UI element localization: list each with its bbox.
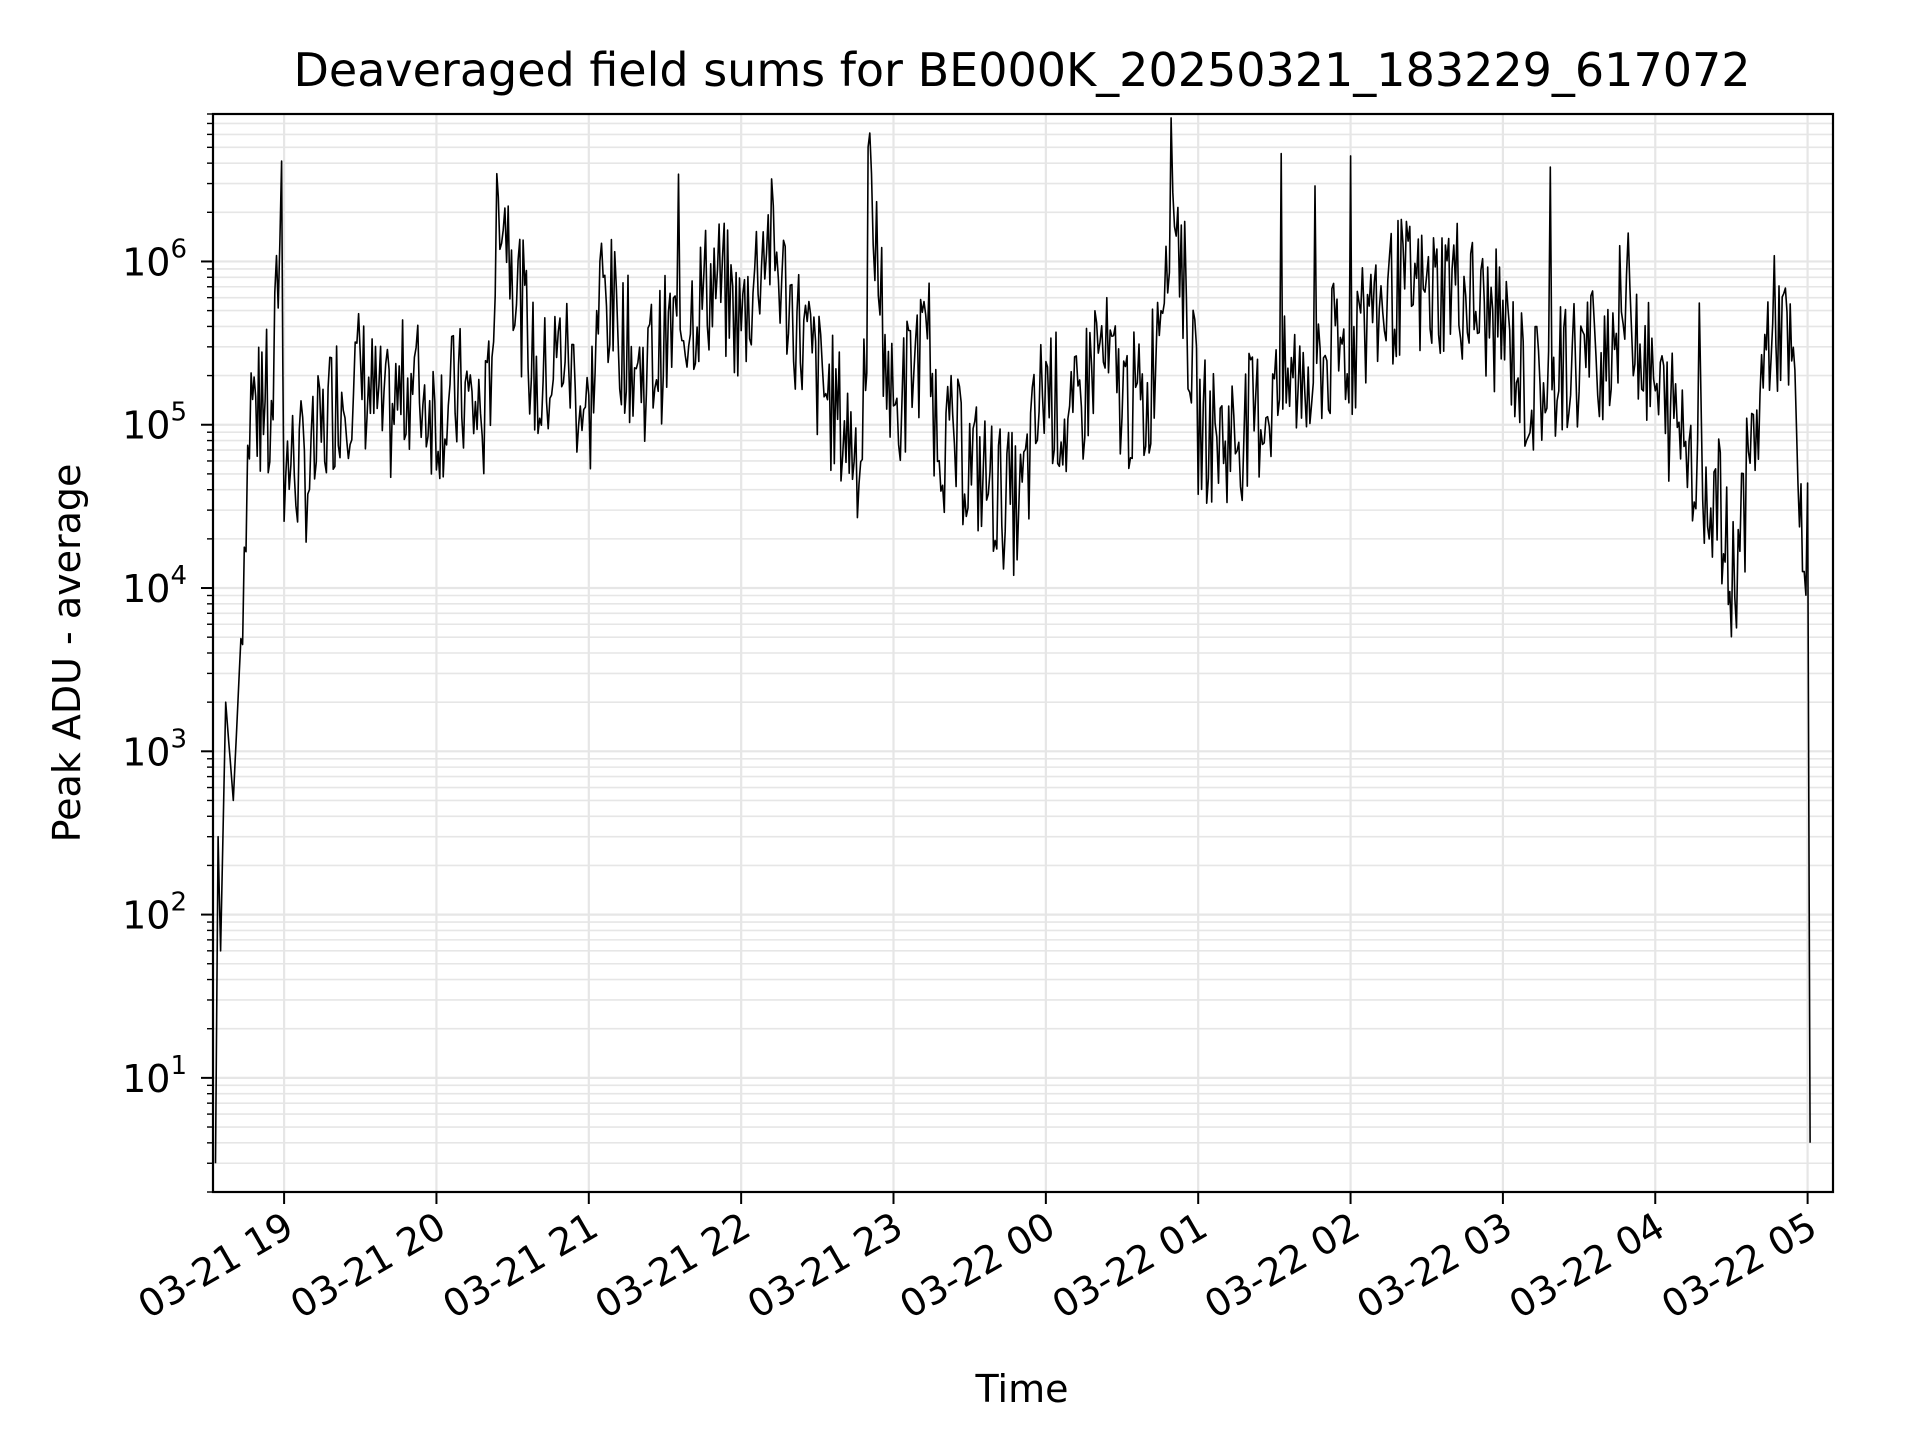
y-axis-label: Peak ADU - average <box>45 464 89 843</box>
chart-title: Deaveraged field sums for BE000K_2025032… <box>293 43 1750 97</box>
y-tick-label: 105 <box>122 398 187 448</box>
y-tick-label: 101 <box>122 1051 187 1101</box>
series-layer <box>214 117 1811 1164</box>
x-axis-label: Time <box>975 1367 1069 1411</box>
series-line <box>214 117 1811 1164</box>
